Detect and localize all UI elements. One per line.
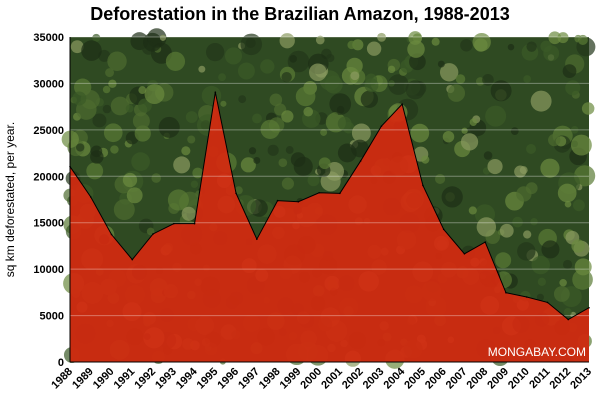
x-tick-label: 1991 (112, 366, 138, 392)
x-tick-label: 2012 (548, 366, 574, 392)
x-tick-label: 1997 (236, 366, 262, 392)
data-point (505, 291, 507, 294)
x-tick-label: 2013 (568, 366, 594, 392)
y-tick-label: 20000 (33, 171, 64, 183)
x-tick-label: 1990 (91, 366, 117, 392)
data-point (422, 184, 424, 187)
x-tick-label: 2011 (527, 366, 552, 391)
data-point (463, 253, 466, 255)
x-tick-label: 2007 (444, 366, 470, 392)
data-point (152, 233, 154, 235)
data-point (588, 306, 590, 309)
x-tick-label: 1989 (70, 366, 96, 392)
x-tick-label: 2006 (423, 366, 449, 392)
x-tick-label: 2000 (298, 366, 324, 392)
watermark: MONGABAY.COM (488, 345, 586, 359)
x-tick-label: 1998 (257, 366, 283, 392)
data-point (525, 296, 528, 298)
y-tick-label: 30000 (33, 78, 64, 90)
x-tick-label: 1993 (153, 366, 179, 392)
x-tick-label: 2010 (506, 366, 532, 392)
data-point (235, 192, 237, 195)
data-point (193, 222, 196, 225)
y-tick-label: 35000 (33, 32, 64, 44)
x-tick-label: 1994 (174, 365, 200, 391)
x-tick-label: 2004 (381, 365, 407, 391)
data-point (131, 258, 134, 261)
data-point (318, 191, 320, 194)
y-tick-label: 0 (58, 357, 64, 369)
data-point (484, 241, 487, 243)
x-tick-label: 1999 (278, 366, 304, 392)
data-point (110, 233, 113, 236)
x-tick-label: 2005 (402, 366, 428, 392)
deforestation-area (70, 92, 589, 362)
y-tick-label: 5000 (40, 311, 64, 323)
x-tick-label: 1992 (132, 366, 158, 392)
x-tick-label: 1988 (49, 366, 75, 392)
x-tick-label: 1996 (215, 366, 241, 392)
data-point (89, 196, 92, 198)
x-tick-label: 2003 (361, 366, 387, 392)
deforestation-line (69, 92, 590, 321)
data-point (339, 192, 341, 195)
data-point (214, 91, 217, 93)
data-point (546, 301, 549, 304)
data-point (567, 318, 570, 321)
data-point (276, 199, 279, 202)
chart-title: Deforestation in the Brazilian Amazon, 1… (90, 4, 510, 24)
x-tick-label: 2001 (319, 366, 345, 392)
y-axis-label: sq km deforestated, per year. (3, 122, 17, 277)
data-point (297, 200, 300, 203)
data-point (401, 103, 403, 105)
data-point (442, 228, 445, 231)
data-point (359, 160, 362, 162)
x-tick-label: 1995 (195, 366, 221, 392)
x-tick-label: 2002 (340, 366, 366, 392)
data-point (380, 125, 383, 127)
y-tick-label: 15000 (33, 218, 64, 230)
x-tick-label: 2008 (465, 366, 491, 392)
x-tick-label: 2009 (485, 366, 511, 392)
data-point (256, 238, 258, 240)
y-tick-label: 25000 (33, 125, 64, 137)
y-tick-label: 10000 (33, 264, 64, 276)
data-point (173, 222, 175, 225)
